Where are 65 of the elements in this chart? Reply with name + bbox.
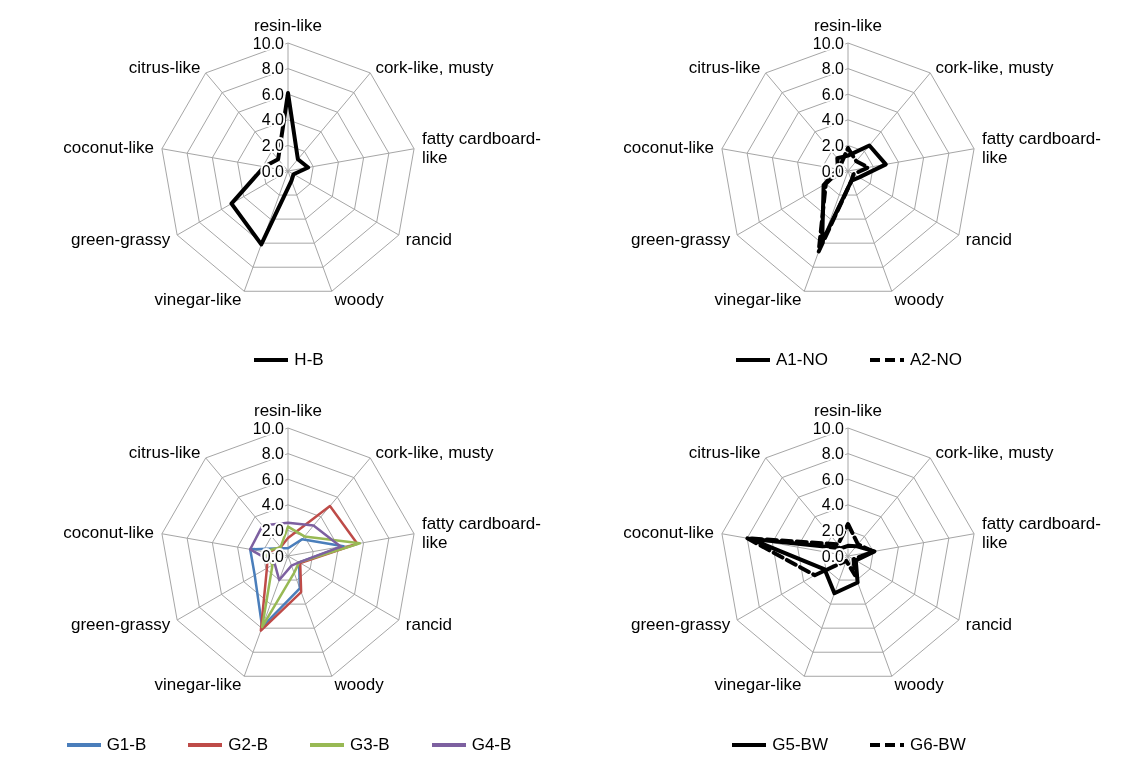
spoke-label: cork-like, musty (935, 57, 1054, 77)
spoke-label: coconut-like (63, 522, 155, 542)
spoke-label: cork-like, musty (375, 57, 494, 77)
spoke-label: rancid (965, 614, 1013, 634)
y-tick-label: 8.0 (261, 445, 285, 463)
legend-label: G6-BW (910, 735, 966, 755)
spoke-label: cork-like, musty (375, 442, 494, 462)
y-tick-label: 6.0 (821, 85, 845, 103)
spoke-label: resin-like (253, 15, 323, 35)
y-tick-label: 10.0 (252, 419, 285, 437)
spoke-label: coconut-like (623, 137, 715, 157)
y-tick-label: 8.0 (821, 60, 845, 78)
legend-label: A2-NO (910, 350, 962, 370)
spoke-label: green-grassy (71, 229, 171, 249)
y-tick-label: 2.0 (821, 521, 845, 539)
spoke-label: woody (333, 289, 385, 309)
y-tick-label: 6.0 (261, 470, 285, 488)
spoke-label: vinegar-like (714, 674, 802, 694)
spoke-label: fatty cardboard-like (981, 128, 1101, 167)
spoke-label: citrus-like (128, 442, 201, 462)
legend-label: H-B (294, 350, 324, 370)
y-tick-label: 8.0 (821, 445, 845, 463)
legend-label: G5-BW (772, 735, 828, 755)
legend-label: G3-B (350, 735, 390, 755)
y-tick-label: 4.0 (261, 496, 285, 514)
spoke-label: green-grassy (631, 614, 731, 634)
spoke-label: fatty cardboard-like (981, 513, 1101, 552)
spoke-label: vinegar-like (714, 289, 802, 309)
legend-label: G4-B (471, 735, 512, 755)
spoke-label: woody (893, 289, 945, 309)
spoke-label: citrus-like (688, 57, 761, 77)
y-tick-label: 10.0 (812, 419, 845, 437)
spoke-label: rancid (965, 229, 1013, 249)
spoke-label: fatty cardboard-like (421, 128, 541, 167)
legend-label: G1-B (106, 735, 147, 755)
spoke-label: vinegar-like (154, 674, 242, 694)
spoke-label: coconut-like (623, 522, 715, 542)
y-tick-label: 10.0 (812, 34, 845, 52)
spoke-label: resin-like (813, 15, 883, 35)
spoke-label: coconut-like (63, 137, 155, 157)
y-tick-label: 4.0 (821, 496, 845, 514)
y-tick-label: 6.0 (261, 85, 285, 103)
spoke-label: resin-like (253, 400, 323, 420)
spoke-label: green-grassy (631, 229, 731, 249)
y-tick-label: 2.0 (821, 136, 845, 154)
spoke-label: citrus-like (688, 442, 761, 462)
spoke-label: citrus-like (128, 57, 201, 77)
y-tick-label: 4.0 (821, 111, 845, 129)
legend-label: G2-B (228, 735, 268, 755)
spoke-label: resin-like (813, 400, 883, 420)
y-tick-label: 10.0 (252, 34, 285, 52)
y-tick-label: 8.0 (261, 60, 285, 78)
spoke-label: rancid (405, 614, 453, 634)
spoke-label: woody (893, 674, 945, 694)
spoke-label: woody (333, 674, 385, 694)
spoke-label: rancid (405, 229, 453, 249)
spoke-label: fatty cardboard-like (421, 513, 541, 552)
spoke-label: cork-like, musty (935, 442, 1054, 462)
legend-label: A1-NO (776, 350, 828, 370)
spoke-label: green-grassy (71, 614, 171, 634)
y-tick-label: 0.0 (261, 162, 285, 180)
y-tick-label: 6.0 (821, 470, 845, 488)
y-tick-label: 0.0 (821, 547, 845, 565)
y-tick-label: 2.0 (261, 521, 285, 539)
spoke-label: vinegar-like (154, 289, 242, 309)
